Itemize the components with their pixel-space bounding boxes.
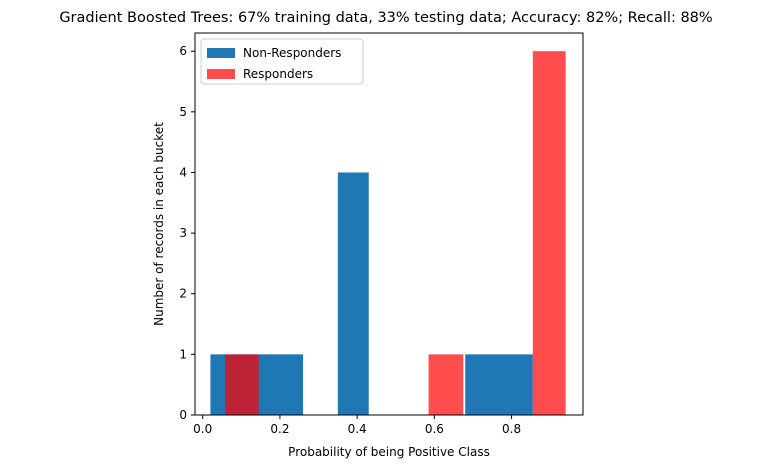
bar-responders-2 — [532, 51, 566, 415]
bar-responders-0 — [225, 354, 259, 415]
chart-title: Gradient Boosted Trees: 67% training dat… — [59, 10, 712, 26]
x-tick-label: 0.4 — [348, 422, 367, 436]
bar-non-responders-3 — [465, 354, 533, 415]
y-axis-label: Number of records in each bucket — [152, 122, 166, 326]
y-tick-label: 1 — [179, 347, 187, 361]
y-tick-label: 3 — [179, 226, 187, 240]
y-tick-label: 4 — [179, 165, 187, 179]
y-tick-label: 6 — [179, 44, 187, 58]
legend-label-responders: Responders — [243, 67, 313, 81]
x-tick-label: 0.0 — [193, 422, 212, 436]
bar-non-responders-1 — [256, 354, 304, 415]
legend: Non-Responders Responders — [200, 38, 364, 85]
legend-swatch-responders — [207, 69, 235, 79]
x-tick-label: 0.6 — [425, 422, 444, 436]
y-tick-label: 2 — [179, 287, 187, 301]
axes-frame — [194, 32, 584, 416]
bar-responders-1 — [428, 354, 464, 415]
x-tick-label: 0.8 — [502, 422, 521, 436]
legend-swatch-non-responders — [207, 48, 235, 58]
x-tick-label: 0.2 — [270, 422, 289, 436]
y-tick-label: 0 — [179, 408, 187, 422]
ticks-layer: 0.0 0.2 0.4 0.6 0.8 0 1 2 3 4 5 6 — [179, 44, 521, 436]
legend-box — [200, 38, 364, 85]
bars-layer — [210, 51, 566, 415]
bar-non-responders-2 — [337, 172, 369, 415]
y-tick-label: 5 — [179, 105, 187, 119]
legend-label-non-responders: Non-Responders — [243, 46, 341, 60]
x-axis-label: Probability of being Positive Class — [288, 445, 490, 459]
